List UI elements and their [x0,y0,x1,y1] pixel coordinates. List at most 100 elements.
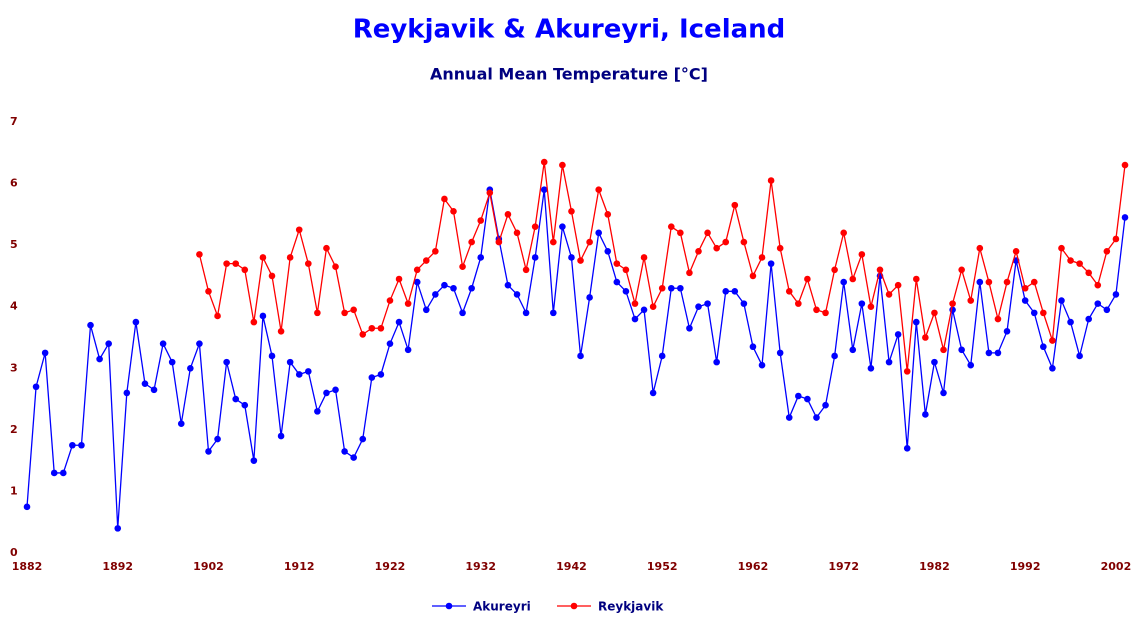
data-point [1112,235,1120,243]
data-point [1040,309,1047,317]
data-point [69,441,76,449]
data-point [695,303,702,311]
legend-marker [445,602,453,610]
data-point [677,229,684,237]
chart-subtitle: Annual Mean Temperature [°C] [430,65,708,84]
data-point [958,266,965,274]
y-tick-label: 6 [10,177,18,190]
data-point [867,303,875,311]
data-point [577,352,584,360]
x-tick-label: 1902 [193,560,224,573]
data-point [667,284,675,292]
data-point [849,275,857,283]
data-point [132,318,140,326]
data-point [922,411,929,418]
data-point [23,503,31,511]
data-point [59,469,67,477]
data-point [295,371,303,378]
data-point [1067,318,1074,326]
data-point [78,441,85,449]
data-point [894,331,902,338]
data-point [459,263,466,270]
data-point [776,244,784,252]
data-point [286,358,294,366]
data-point [150,386,158,394]
data-point [586,294,593,301]
data-point [840,278,847,286]
data-point [731,288,739,295]
data-point [196,251,203,258]
data-point [477,217,485,224]
data-point [305,368,312,375]
data-point [432,291,439,298]
data-point [268,352,276,360]
data-point [323,389,330,397]
data-point [667,223,675,230]
data-point [559,161,566,169]
data-point [622,266,630,274]
data-point [1058,244,1065,252]
data-point [1040,343,1047,351]
legend-marker [570,602,578,610]
data-point [259,312,267,320]
data-point [994,349,1002,357]
y-tick-label: 0 [10,546,18,559]
data-point [568,254,575,261]
data-point [214,312,221,320]
data-point [41,349,49,357]
data-point [386,340,394,347]
data-point [749,343,757,351]
data-point [205,448,212,455]
data-point [1076,260,1083,267]
data-point [704,300,711,307]
data-point [867,364,875,372]
data-point [631,300,639,307]
data-point [1094,300,1102,307]
y-tick-label: 5 [10,238,18,251]
data-point [1121,161,1129,169]
y-tick-label: 7 [10,115,18,128]
data-point [486,189,494,197]
data-point [214,435,221,443]
data-point [931,358,938,366]
legend-label: Akureyri [473,600,531,614]
data-point [804,275,811,283]
data-point [940,389,947,397]
data-point [967,297,975,304]
data-point [250,457,258,464]
data-point [350,306,357,314]
data-point [459,309,466,317]
data-point [1085,315,1093,323]
data-point [758,361,766,369]
data-point [776,349,784,357]
data-point [894,281,902,289]
data-point [903,445,911,452]
data-point [858,251,866,258]
x-tick-label: 1952 [647,560,678,573]
data-point [767,177,775,184]
x-tick-label: 1982 [919,560,950,573]
data-point [595,229,602,237]
data-point [277,432,285,440]
data-point [658,284,666,292]
data-point [1049,337,1056,344]
data-point [1112,291,1120,298]
x-tick-label: 1972 [828,560,859,573]
data-point [813,306,820,314]
data-point [177,420,185,428]
data-point [976,278,984,286]
data-point [785,414,793,421]
data-point [686,324,693,332]
data-point [1003,278,1011,286]
data-point [522,309,530,317]
data-point [931,309,938,317]
data-point [713,244,720,252]
data-point [604,211,612,218]
data-point [785,288,793,295]
data-point [713,358,720,366]
data-point [450,207,457,215]
data-point [305,260,312,267]
data-point [1021,297,1029,304]
data-point [1003,328,1011,335]
data-point [341,309,348,317]
